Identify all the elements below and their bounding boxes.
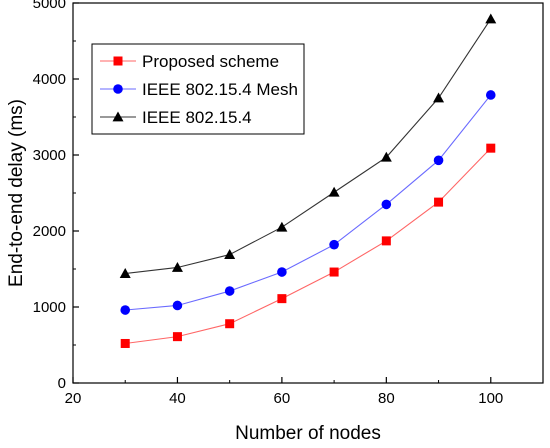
legend-items: Proposed scheme IEEE 802.15.4 Mesh IEEE 80… [100, 52, 298, 127]
data-point [485, 13, 497, 24]
x-tick-label: 40 [169, 390, 186, 407]
data-point [433, 92, 445, 103]
series-line [125, 147, 492, 345]
legend-item-1: Proposed scheme [100, 52, 279, 71]
y-tick-label: 5000 [33, 0, 66, 12]
data-point [119, 268, 131, 278]
x-tick-label: 100 [478, 390, 503, 407]
x-axis-title: Number of nodes [235, 423, 381, 444]
x-tick-label: 60 [274, 390, 291, 407]
legend-label: Proposed scheme [142, 52, 279, 71]
data-point [120, 305, 131, 315]
series-line [125, 94, 492, 311]
data-point [381, 236, 391, 246]
series-layer [119, 13, 497, 348]
series-1 [120, 143, 496, 348]
data-point [224, 249, 236, 259]
data-point [224, 286, 235, 296]
data-point [329, 267, 339, 277]
data-point [329, 239, 339, 250]
legend-item-2: IEEE 802.15.4 Mesh [100, 80, 298, 99]
x-tick-label: 20 [65, 390, 82, 407]
x-axis: 20 40 60 80 100 [65, 377, 503, 407]
data-point [172, 332, 182, 342]
legend: Proposed scheme IEEE 802.15.4 Mesh IEEE 80… [91, 43, 305, 135]
y-tick-label: 3000 [33, 147, 66, 164]
legend-marker [113, 56, 123, 66]
data-point [433, 155, 444, 166]
legend-marker [112, 111, 124, 122]
series-3 [119, 13, 497, 278]
series-line [125, 18, 492, 275]
legend-label: IEEE 802.15.4 [142, 108, 252, 127]
y-tick-label: 0 [58, 375, 66, 392]
data-point [171, 261, 183, 272]
data-point [434, 197, 444, 207]
data-point [276, 221, 288, 232]
y-axis-title: End-to-end delay (ms) [6, 99, 27, 287]
y-tick-label: 1000 [33, 299, 66, 316]
legend-item-3: IEEE 802.15.4 [100, 108, 252, 127]
data-point [381, 199, 392, 210]
legend-label: IEEE 802.15.4 Mesh [142, 80, 298, 99]
legend-marker [113, 84, 123, 94]
data-point [277, 294, 287, 304]
y-axis: 0 1000 2000 3000 4000 5000 [33, 0, 79, 392]
data-point [277, 267, 287, 277]
y-tick-label: 4000 [33, 71, 66, 88]
data-point [328, 186, 340, 197]
data-point [172, 300, 183, 311]
y-tick-label: 2000 [33, 223, 66, 240]
data-point [120, 338, 130, 348]
data-point [225, 319, 235, 329]
data-point [485, 90, 496, 100]
x-tick-label: 80 [378, 390, 395, 407]
series-2 [120, 90, 496, 315]
data-point [486, 143, 496, 153]
data-point [380, 151, 392, 162]
